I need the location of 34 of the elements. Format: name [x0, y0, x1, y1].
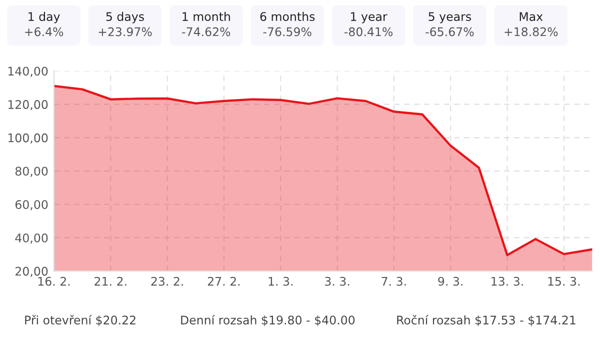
text: Max [520, 12, 543, 21]
text: Denní rozsah $19.80 - $40.00 [181, 314, 355, 326]
x-tick-label: 13. 3. [492, 276, 523, 286]
y-tick-label: 80,00 [15, 166, 48, 177]
text: +18.82% [504, 27, 558, 36]
x-tick-label: 21. 2. [94, 276, 126, 286]
text: Při otevření $20.22 [25, 314, 136, 326]
text: 1 year [351, 12, 388, 24]
x-tick-label: 3. 3. [325, 276, 350, 286]
x-tick-label: 27. 2. [208, 276, 240, 286]
text: 6 months [260, 12, 315, 21]
text: Roční rozsah $17.53 - $174.21 [397, 314, 576, 326]
text: 1 month [182, 12, 230, 21]
text: +6.4% [25, 27, 64, 36]
x-tick-label: 9. 3. [438, 276, 462, 286]
text: 5 days [106, 12, 144, 24]
text: 5 years [428, 12, 471, 24]
y-tick-label: 40,00 [15, 233, 48, 244]
x-tick-label: 16. 2. [38, 276, 70, 286]
text: 1 day [28, 12, 60, 24]
y-tick-label: 140,00 [8, 66, 48, 77]
y-tick-label: 100,00 [8, 133, 48, 144]
text: -65.67% [426, 27, 474, 36]
x-tick-label: 15. 3. [548, 276, 580, 286]
y-tick-label: 20,00 [16, 266, 48, 277]
y-tick-label: 120,00 [8, 100, 48, 110]
x-tick-label: 7. 3. [382, 276, 406, 286]
text: -80.41% [344, 27, 393, 36]
x-tick-label: 1. 3. [268, 276, 292, 286]
y-tick-label: 60,00 [15, 200, 48, 210]
text: -76.59% [263, 27, 312, 36]
text: -74.62% [182, 27, 230, 36]
text: +23.97% [98, 27, 152, 36]
x-tick-label: 23. 2. [151, 276, 183, 286]
